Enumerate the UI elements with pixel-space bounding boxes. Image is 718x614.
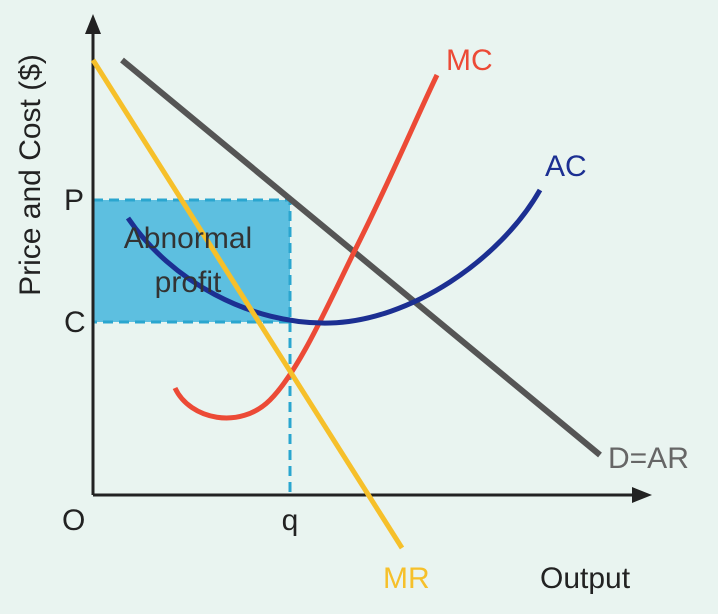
- region-label: Abnormal: [124, 222, 252, 255]
- mr-curve: [90, 58, 405, 550]
- ac-label: AC: [545, 150, 587, 183]
- y-axis-arrow: [85, 14, 101, 34]
- quantity-label: q: [282, 504, 299, 537]
- price-label: P: [64, 184, 84, 217]
- x-axis-label: Output: [540, 562, 631, 595]
- profit-region: [91, 198, 292, 324]
- demand-curve: [120, 57, 602, 458]
- ac-curve: [125, 188, 543, 326]
- mr-label: MR: [383, 562, 430, 595]
- origin-label: O: [62, 504, 85, 537]
- x-axis-arrow: [632, 487, 652, 503]
- mc-label: MC: [446, 44, 493, 77]
- demand-label: D=AR: [608, 442, 689, 475]
- y-axis-label: Price and Cost ($): [14, 54, 47, 296]
- mc-curve: [172, 73, 440, 421]
- region-label: profit: [155, 266, 222, 299]
- cost-label: C: [64, 306, 86, 339]
